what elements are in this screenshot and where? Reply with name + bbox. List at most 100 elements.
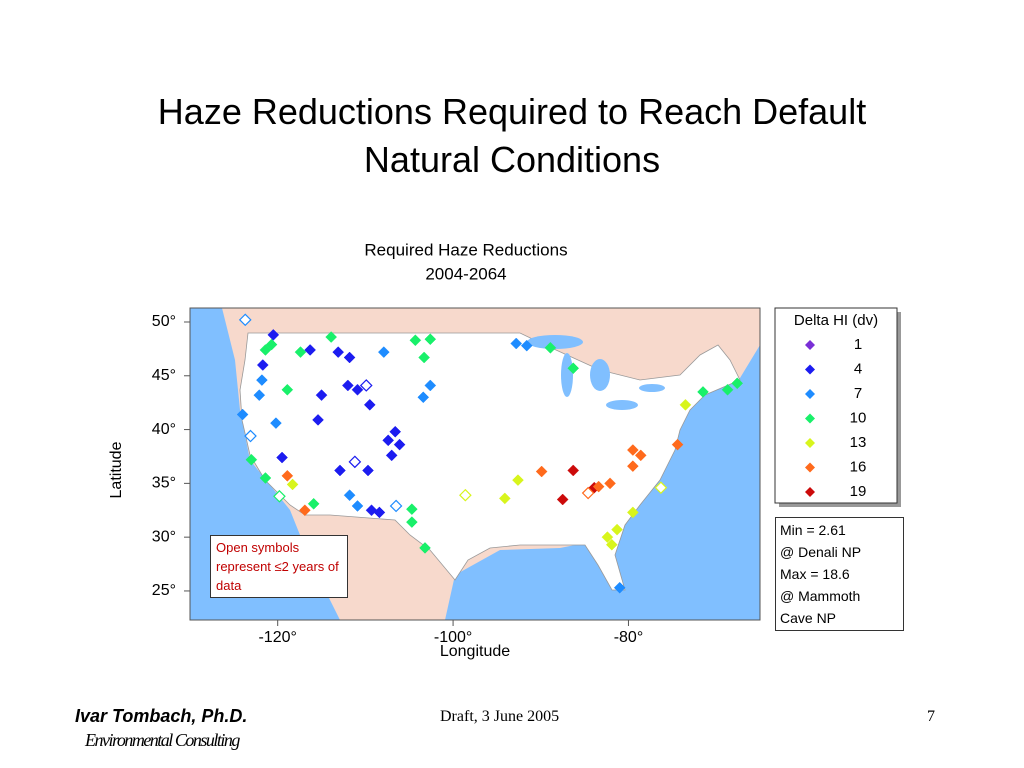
- point: [389, 499, 403, 513]
- point: [592, 480, 605, 493]
- slide-title: Haze Reductions Required to Reach Defaul…: [157, 91, 867, 180]
- legend-marker: [805, 364, 815, 375]
- point: [259, 472, 272, 484]
- point: [244, 429, 257, 443]
- legend-label: 16: [850, 458, 867, 475]
- point: [341, 379, 354, 392]
- point: [253, 389, 266, 401]
- legend-label: 1: [854, 336, 862, 353]
- point: [498, 492, 511, 505]
- point: [510, 337, 523, 350]
- point: [567, 464, 580, 477]
- point: [393, 438, 406, 451]
- point: [626, 460, 639, 473]
- y-tick-label: 25°: [152, 582, 176, 599]
- point: [273, 489, 286, 503]
- point: [697, 386, 709, 398]
- point: [385, 449, 398, 462]
- legend-marker: [805, 462, 815, 473]
- point: [276, 451, 288, 464]
- point: [634, 449, 647, 462]
- point: [581, 486, 595, 500]
- point: [245, 453, 258, 466]
- point: [601, 531, 614, 544]
- y-axis-label: Latitude: [108, 441, 125, 498]
- point: [424, 333, 437, 346]
- point: [351, 500, 364, 512]
- map: [190, 308, 760, 620]
- chart-title: Required Haze Reductions: [364, 240, 567, 259]
- point: [556, 493, 569, 506]
- point: [626, 506, 639, 519]
- stats-line: @ Mammoth: [780, 588, 861, 604]
- point: [265, 338, 278, 351]
- point: [304, 344, 316, 356]
- point: [281, 469, 294, 482]
- lake-huron: [590, 359, 610, 391]
- legend-label: 4: [854, 360, 862, 377]
- point: [256, 374, 268, 386]
- lake-ontario: [639, 384, 665, 392]
- point: [373, 506, 386, 519]
- point: [406, 516, 418, 528]
- point: [267, 329, 280, 341]
- legend-label: 10: [850, 409, 867, 426]
- legend-marker: [805, 340, 815, 350]
- y-tick-label: 50°: [152, 313, 176, 330]
- point: [419, 542, 431, 554]
- point: [236, 408, 249, 421]
- point: [334, 464, 346, 477]
- point: [459, 488, 472, 502]
- point: [611, 523, 623, 536]
- point: [307, 497, 320, 510]
- legend-label: 13: [850, 434, 867, 451]
- legend-title: Delta HI (dv): [794, 312, 878, 329]
- x-tick-label: -120°: [258, 629, 296, 646]
- point: [343, 351, 356, 364]
- point: [238, 313, 252, 327]
- point: [359, 379, 373, 392]
- point: [299, 504, 311, 517]
- x-tick-label: -80°: [614, 629, 644, 646]
- point: [363, 398, 376, 411]
- chart-subtitle: 2004-2064: [425, 264, 506, 283]
- legend-box: [774, 307, 898, 504]
- usa: [239, 332, 741, 591]
- point: [520, 339, 533, 352]
- point: [259, 344, 272, 356]
- stats-line: Min = 2.61: [780, 522, 846, 538]
- y-tick-label: 35°: [152, 475, 176, 492]
- point: [343, 489, 356, 502]
- stats-line: @ Denali NP: [780, 544, 862, 560]
- point: [731, 377, 744, 390]
- lake-superior: [527, 335, 583, 349]
- point: [679, 398, 692, 411]
- legend-marker: [805, 413, 815, 424]
- y-tick-label: 40°: [152, 421, 176, 438]
- point: [406, 503, 418, 516]
- point: [654, 481, 668, 495]
- plot-frame: [189, 307, 761, 621]
- point: [535, 465, 548, 478]
- stats-box: Min = 2.61 @ Denali NP Max = 18.6 @ Mammoth…: [775, 517, 904, 631]
- footer-author: Ivar Tombach, Ph.D.: [75, 706, 248, 726]
- point: [382, 434, 395, 447]
- point: [270, 417, 282, 429]
- x-tick-label: -100°: [434, 629, 472, 646]
- y-tick-label: 30°: [152, 528, 176, 545]
- stats-line: Cave NP: [780, 610, 837, 626]
- point: [256, 359, 269, 371]
- point: [417, 391, 430, 404]
- point: [351, 383, 364, 396]
- legend-marker: [805, 438, 815, 448]
- annotation: Open symbols represent ≤2 years of data: [210, 535, 348, 598]
- legend-label: 7: [854, 385, 862, 402]
- points: [236, 313, 744, 594]
- lake-michigan: [561, 353, 573, 397]
- point: [626, 444, 639, 456]
- legend-marker: [805, 389, 815, 399]
- point: [286, 478, 299, 491]
- point: [362, 464, 374, 477]
